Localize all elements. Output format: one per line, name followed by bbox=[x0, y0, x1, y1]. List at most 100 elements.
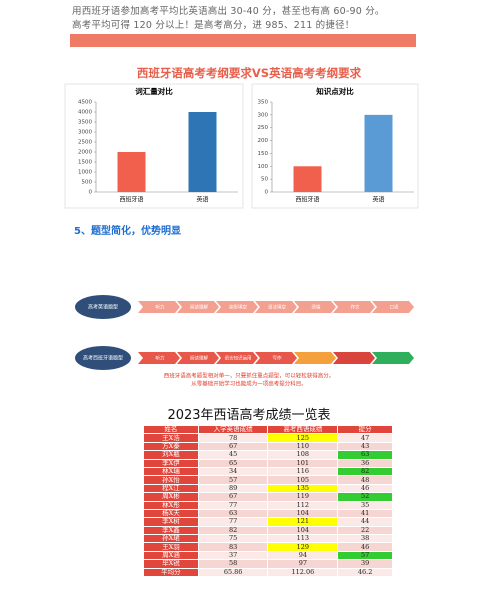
step-arrow bbox=[294, 301, 336, 313]
table-cell: 34 bbox=[197, 466, 269, 477]
y-tick-label: 1500 bbox=[78, 160, 92, 166]
y-tick-label: 150 bbox=[258, 151, 269, 157]
step-arrow bbox=[138, 352, 180, 364]
table-cell: 毕X锐 bbox=[143, 559, 199, 569]
step-arrow bbox=[177, 301, 219, 313]
step-arrow bbox=[138, 301, 180, 313]
table-cell: 119 bbox=[267, 492, 339, 502]
table-title: 2023年西语高考成绩一览表 bbox=[167, 408, 331, 423]
table-cell: 44 bbox=[337, 517, 393, 527]
intro-line: 用西班牙语参加高考平均比英语高出 30-40 分，甚至也有高 60-90 分。 bbox=[72, 6, 385, 17]
y-tick-label: 350 bbox=[258, 100, 269, 106]
y-tick-label: 2500 bbox=[78, 140, 92, 146]
table-row: 林X瑞 34 116 82 bbox=[143, 466, 393, 477]
table-cell: 李X树 bbox=[143, 517, 199, 527]
table-cell: 113 bbox=[267, 534, 339, 544]
bar bbox=[188, 112, 217, 192]
table-row: 孙X珺 75 113 38 bbox=[143, 534, 393, 544]
step-label: 改错 bbox=[312, 304, 321, 311]
heading: 5、题型简化，优势明显 bbox=[74, 226, 181, 237]
intro-line: 高考平均可得 120 分以上！是高考高分，进 985、211 的捷径！ bbox=[72, 20, 355, 31]
y-tick-label: 0 bbox=[89, 190, 93, 196]
table-row: 周X涵 37 94 57 bbox=[143, 550, 393, 561]
step-arrow bbox=[255, 352, 297, 364]
table-cell: 116 bbox=[267, 466, 339, 477]
step-label: 口语 bbox=[390, 304, 399, 311]
table-cell: 75 bbox=[197, 534, 269, 544]
bar bbox=[293, 166, 322, 192]
bar bbox=[364, 114, 393, 192]
table-row: 李X伊 65 101 36 bbox=[143, 458, 393, 468]
step-arrow bbox=[216, 352, 258, 364]
y-tick-label: 4500 bbox=[78, 100, 92, 106]
step-label: 语法填空 bbox=[268, 304, 286, 311]
table-cell: 林X瑞 bbox=[143, 466, 199, 477]
x-tick-label: 英语 bbox=[372, 196, 384, 204]
table-row: 王X羽 83 129 46 bbox=[143, 542, 393, 552]
y-tick-label: 300 bbox=[258, 112, 269, 118]
table-row: 方X泰 67 110 43 bbox=[143, 441, 393, 452]
oval-label: 高考英语题型 bbox=[88, 304, 118, 311]
step-arrow bbox=[333, 352, 375, 364]
section-title: 西班牙语高考考纲要求VS英语高考考纲要求 bbox=[136, 66, 362, 80]
table-row: 程X江 89 135 46 bbox=[143, 483, 393, 494]
step-label: 阅读理解 bbox=[190, 304, 208, 311]
diagram-oval bbox=[75, 346, 131, 370]
note: 从零基础开始学习也能成为一项高考提分科目。 bbox=[191, 380, 307, 388]
table-cell: 姓名 bbox=[143, 424, 199, 435]
table-cell: 提分 bbox=[337, 424, 393, 435]
y-tick-label: 3000 bbox=[78, 130, 92, 136]
table-row: 李X鑫 82 104 22 bbox=[143, 525, 393, 536]
divider-bar bbox=[70, 34, 416, 47]
table-cell: 孙X珺 bbox=[143, 534, 199, 544]
y-tick-label: 250 bbox=[258, 125, 269, 131]
header-row: 姓名 入学英语成绩 高考西语成绩 提分 bbox=[143, 424, 393, 435]
table-cell: 入学英语成绩 bbox=[197, 424, 269, 435]
table-cell: 97 bbox=[267, 559, 339, 569]
diagram-oval bbox=[75, 295, 131, 319]
table-row: 刘X瓶 45 108 63 bbox=[143, 450, 393, 460]
table-row: 毕X锐 58 97 39 bbox=[143, 559, 393, 569]
y-tick-label: 3500 bbox=[78, 120, 92, 126]
table-cell: 65.86 bbox=[197, 567, 269, 578]
table-row: 林X彤 77 112 35 bbox=[143, 500, 393, 510]
step-arrow bbox=[372, 352, 414, 364]
table-cell: 121 bbox=[267, 517, 339, 527]
bar bbox=[117, 152, 146, 192]
step-label: 听力 bbox=[156, 355, 165, 362]
table-cell: 67 bbox=[197, 492, 269, 502]
chart-frame bbox=[251, 83, 419, 209]
chart-title: 知识点对比 bbox=[316, 86, 354, 96]
y-tick-label: 200 bbox=[258, 138, 269, 144]
table-row: 孙X怡 57 105 48 bbox=[143, 475, 393, 485]
y-tick-label: 2000 bbox=[78, 150, 92, 156]
step-arrow bbox=[372, 301, 414, 313]
x-tick-label: 英语 bbox=[196, 196, 208, 204]
table-cell: 孙X怡 bbox=[143, 475, 199, 485]
y-tick-label: 100 bbox=[258, 164, 269, 170]
step-label: 完形填空 bbox=[229, 304, 247, 311]
table-cell: 48 bbox=[337, 475, 393, 485]
y-tick-label: 1000 bbox=[78, 170, 92, 176]
table-row: 杨X天 63 104 41 bbox=[143, 508, 393, 519]
oval-label: 高考西班牙语题型 bbox=[83, 355, 123, 362]
step-label: 阅读理解 bbox=[190, 355, 208, 362]
table-row: 周X彬 67 119 52 bbox=[143, 492, 393, 502]
table-row: 李X树 77 121 44 bbox=[143, 517, 393, 527]
table-cell: 108 bbox=[267, 450, 339, 460]
chart-title: 词汇量对比 bbox=[135, 86, 173, 96]
table-cell: 45 bbox=[197, 450, 269, 460]
y-tick-label: 500 bbox=[82, 180, 93, 186]
table-cell: 46.2 bbox=[337, 567, 393, 578]
table-cell: 周X彬 bbox=[143, 492, 199, 502]
step-label: 听力 bbox=[156, 304, 165, 311]
step-label: 写作 bbox=[273, 355, 282, 362]
table-cell: 63 bbox=[337, 450, 393, 460]
step-arrow bbox=[333, 301, 375, 313]
table-cell: 平均分 bbox=[143, 567, 199, 578]
step-arrow bbox=[177, 352, 219, 364]
note: 西班牙语高考题型相对单一，只要抓住重点题型，可以轻松获得高分。 bbox=[164, 372, 335, 380]
x-tick-label: 西班牙语 bbox=[295, 196, 319, 204]
table-cell: 57 bbox=[197, 475, 269, 485]
